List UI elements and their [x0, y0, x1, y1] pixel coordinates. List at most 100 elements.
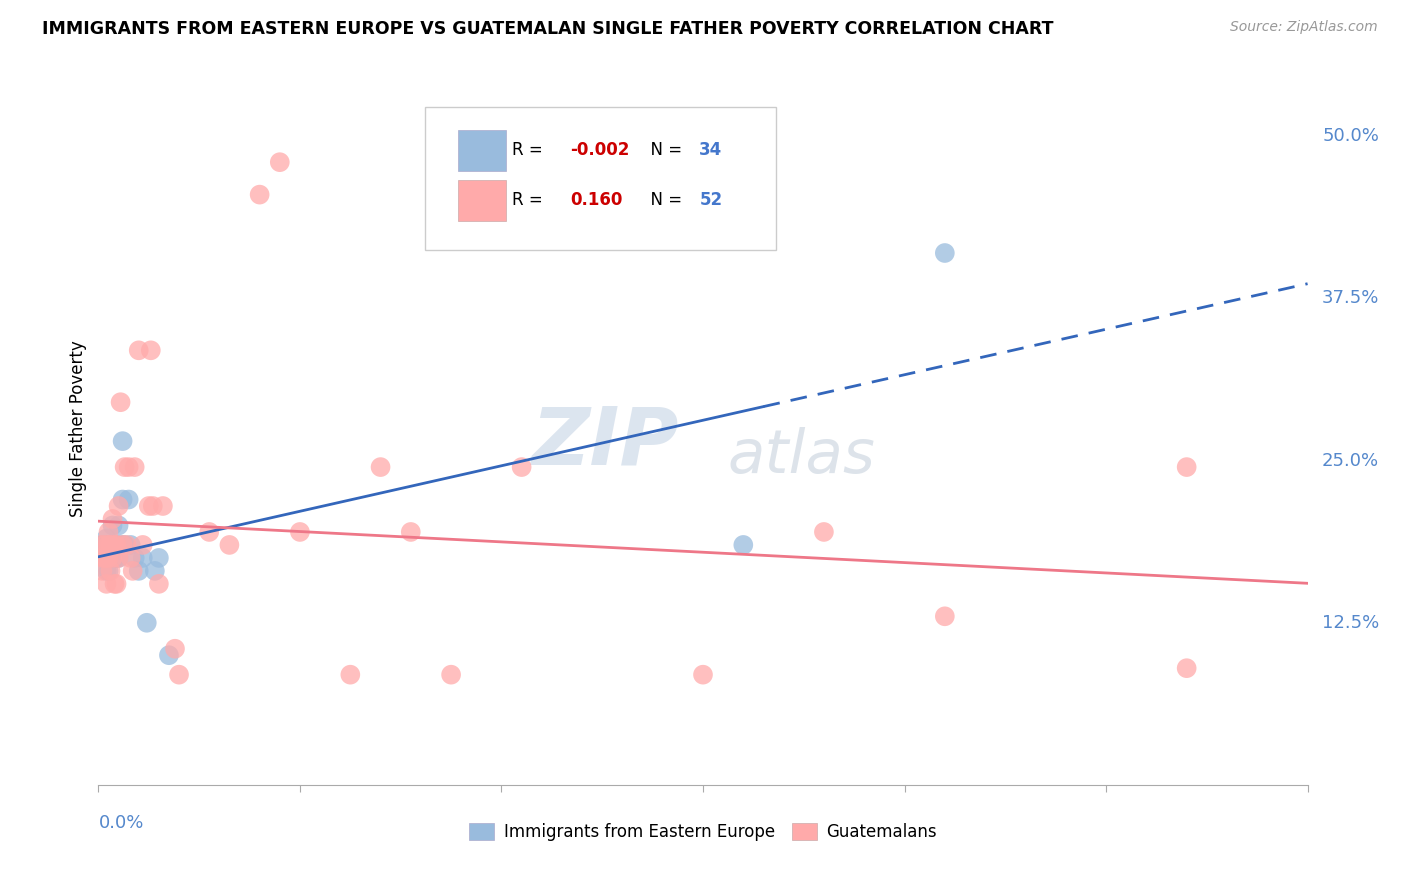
Point — [96, 532, 118, 546]
Point — [97, 550, 120, 565]
Point — [124, 550, 146, 565]
Point — [97, 564, 120, 578]
Point — [288, 524, 311, 539]
Point — [111, 492, 134, 507]
Point — [91, 550, 114, 565]
Point — [142, 499, 165, 513]
Point — [733, 538, 755, 552]
Point — [97, 524, 120, 539]
Point — [93, 550, 115, 565]
Point — [139, 343, 162, 358]
Point — [111, 538, 134, 552]
Point — [1175, 661, 1198, 675]
Point — [163, 641, 186, 656]
Point — [96, 577, 118, 591]
Text: Source: ZipAtlas.com: Source: ZipAtlas.com — [1230, 20, 1378, 34]
Point — [100, 538, 122, 552]
Point — [101, 550, 124, 565]
Text: 12.5%: 12.5% — [1322, 614, 1379, 632]
Point — [93, 550, 115, 565]
Point — [148, 550, 170, 565]
Y-axis label: Single Father Poverty: Single Father Poverty — [69, 340, 87, 516]
Text: 25.0%: 25.0% — [1322, 451, 1379, 469]
Point — [198, 524, 221, 539]
Point — [107, 518, 129, 533]
Legend: Immigrants from Eastern Europe, Guatemalans: Immigrants from Eastern Europe, Guatemal… — [463, 816, 943, 848]
Point — [128, 343, 150, 358]
Point — [167, 667, 190, 681]
Point — [692, 667, 714, 681]
Point — [97, 538, 120, 552]
Text: IMMIGRANTS FROM EASTERN EUROPE VS GUATEMALAN SINGLE FATHER POVERTY CORRELATION C: IMMIGRANTS FROM EASTERN EUROPE VS GUATEM… — [42, 20, 1053, 37]
Point — [269, 155, 291, 169]
Point — [107, 499, 129, 513]
Text: ZIP: ZIP — [531, 403, 679, 482]
Text: 34: 34 — [699, 141, 723, 159]
Point — [399, 524, 422, 539]
Text: -0.002: -0.002 — [569, 141, 630, 159]
FancyBboxPatch shape — [457, 130, 506, 171]
Point — [101, 512, 124, 526]
Point — [107, 550, 129, 565]
Point — [101, 550, 124, 565]
Point — [934, 246, 956, 260]
Point — [96, 550, 118, 565]
Point — [934, 609, 956, 624]
Point — [105, 538, 128, 552]
Point — [120, 538, 142, 552]
Point — [93, 544, 115, 558]
Point — [115, 538, 138, 552]
Text: atlas: atlas — [727, 427, 875, 486]
Point — [132, 550, 155, 565]
Point — [128, 564, 150, 578]
Point — [120, 550, 142, 565]
Point — [100, 564, 122, 578]
Point — [101, 518, 124, 533]
Point — [110, 395, 132, 409]
Text: N =: N = — [640, 141, 688, 159]
Point — [813, 524, 835, 539]
Point — [105, 577, 128, 591]
Point — [89, 538, 111, 552]
Point — [91, 538, 114, 552]
Point — [339, 667, 361, 681]
FancyBboxPatch shape — [457, 180, 506, 221]
Point — [1175, 460, 1198, 475]
Text: 50.0%: 50.0% — [1322, 128, 1379, 145]
Point — [135, 615, 157, 630]
Point — [103, 577, 125, 591]
Point — [103, 538, 125, 552]
Text: 0.0%: 0.0% — [98, 814, 143, 831]
Point — [91, 564, 114, 578]
Point — [118, 492, 141, 507]
Point — [103, 550, 125, 565]
Point — [148, 577, 170, 591]
Point — [105, 550, 128, 565]
Point — [370, 460, 392, 475]
Point — [218, 538, 240, 552]
Text: 52: 52 — [699, 191, 723, 209]
Point — [107, 550, 129, 565]
FancyBboxPatch shape — [425, 107, 776, 250]
Point — [111, 434, 134, 449]
Point — [114, 460, 136, 475]
Point — [249, 187, 271, 202]
Point — [138, 499, 160, 513]
Point — [97, 538, 120, 552]
Text: 0.160: 0.160 — [569, 191, 623, 209]
Point — [103, 538, 125, 552]
Point — [100, 538, 122, 552]
Point — [132, 538, 155, 552]
Point — [96, 564, 118, 578]
Point — [100, 550, 122, 565]
Point — [105, 538, 128, 552]
Point — [97, 550, 120, 565]
Point — [157, 648, 180, 663]
Point — [510, 460, 533, 475]
Point — [440, 667, 463, 681]
Text: R =: R = — [512, 191, 553, 209]
Point — [93, 538, 115, 552]
Point — [110, 538, 132, 552]
Point — [152, 499, 174, 513]
Text: R =: R = — [512, 141, 548, 159]
